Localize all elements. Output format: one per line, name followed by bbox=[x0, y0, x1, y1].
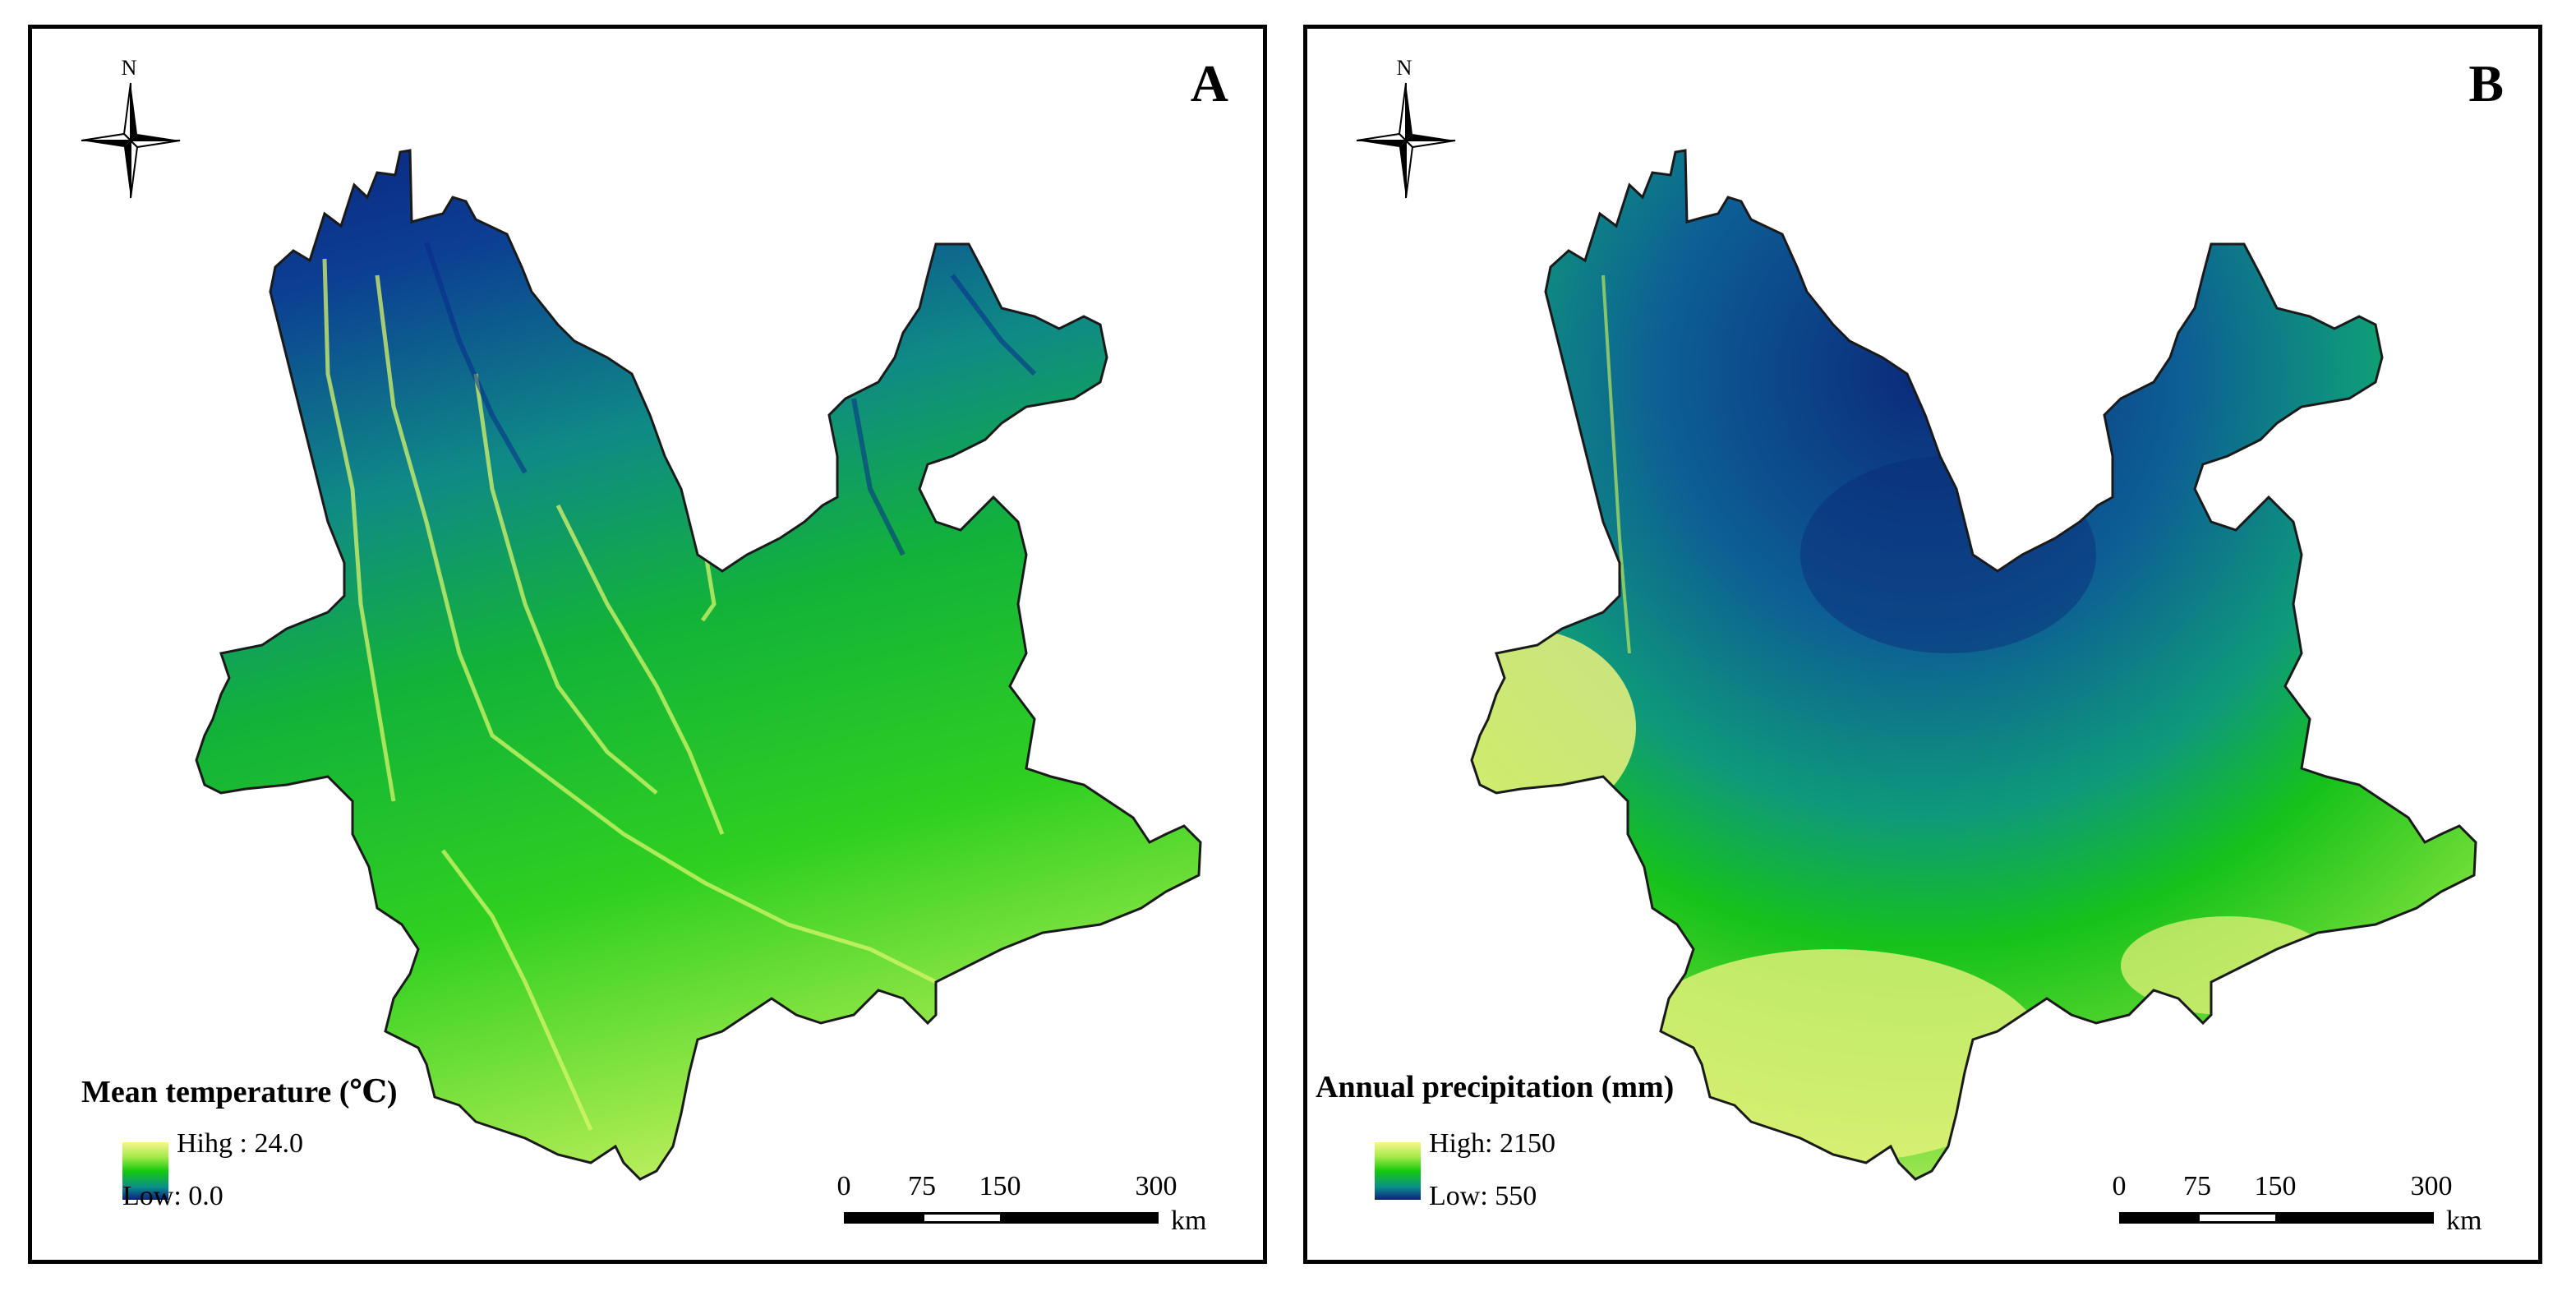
scale-tick: 300 bbox=[2410, 1171, 2453, 1201]
scale-segment bbox=[2119, 1212, 2200, 1224]
scale-unit: km bbox=[1171, 1206, 1207, 1236]
legend-title: Mean temperature (℃) bbox=[81, 1075, 398, 1109]
legend-color-ramp bbox=[1375, 1142, 1421, 1200]
scale-tick: 150 bbox=[979, 1171, 1021, 1201]
panel-label: A bbox=[1190, 54, 1228, 113]
scale-unit: km bbox=[2446, 1206, 2482, 1236]
map-panel-precipitation: N B Annual precipitation (mm) High: 2150… bbox=[1303, 25, 2542, 1264]
scale-tick: 75 bbox=[2183, 1171, 2211, 1201]
north-label: N bbox=[122, 56, 137, 80]
province-outline bbox=[1470, 149, 2477, 1181]
legend-color-ramp bbox=[122, 1142, 168, 1200]
province-outline bbox=[195, 149, 1202, 1181]
scale-segment bbox=[1000, 1212, 1159, 1224]
scale-segment bbox=[922, 1212, 1002, 1224]
legend-high-label: High: 2150 bbox=[1429, 1128, 1555, 1159]
scale-tick: 150 bbox=[2254, 1171, 2297, 1201]
temperature-map bbox=[195, 149, 1202, 1181]
precipitation-map bbox=[1470, 149, 2477, 1181]
north-label: N bbox=[1397, 56, 1412, 80]
panel-label: B bbox=[2468, 54, 2504, 113]
legend-high-label: Hihg : 24.0 bbox=[177, 1128, 303, 1159]
legend-low-label: Low: 0.0 bbox=[122, 1181, 223, 1211]
scale-segment bbox=[2197, 1212, 2278, 1224]
scale-tick: 0 bbox=[2112, 1171, 2127, 1201]
scale-bar: 0 75 150 300 km bbox=[818, 1171, 1207, 1245]
legend-title: Annual precipitation (mm) bbox=[1316, 1070, 1675, 1104]
scale-tick: 300 bbox=[1135, 1171, 1177, 1201]
scale-tick: 0 bbox=[836, 1171, 851, 1201]
north-arrow-icon: N bbox=[1356, 56, 1456, 199]
north-arrow-icon: N bbox=[81, 56, 181, 199]
scale-segment bbox=[844, 1212, 924, 1224]
map-panel-temperature: N A Mean temperature (℃) Hihg : 24.0 Low… bbox=[28, 25, 1267, 1264]
scale-bar: 0 75 150 300 km bbox=[2093, 1171, 2482, 1245]
legend-low-label: Low: 550 bbox=[1429, 1181, 1537, 1211]
scale-segment bbox=[2275, 1212, 2434, 1224]
scale-tick: 75 bbox=[908, 1171, 936, 1201]
